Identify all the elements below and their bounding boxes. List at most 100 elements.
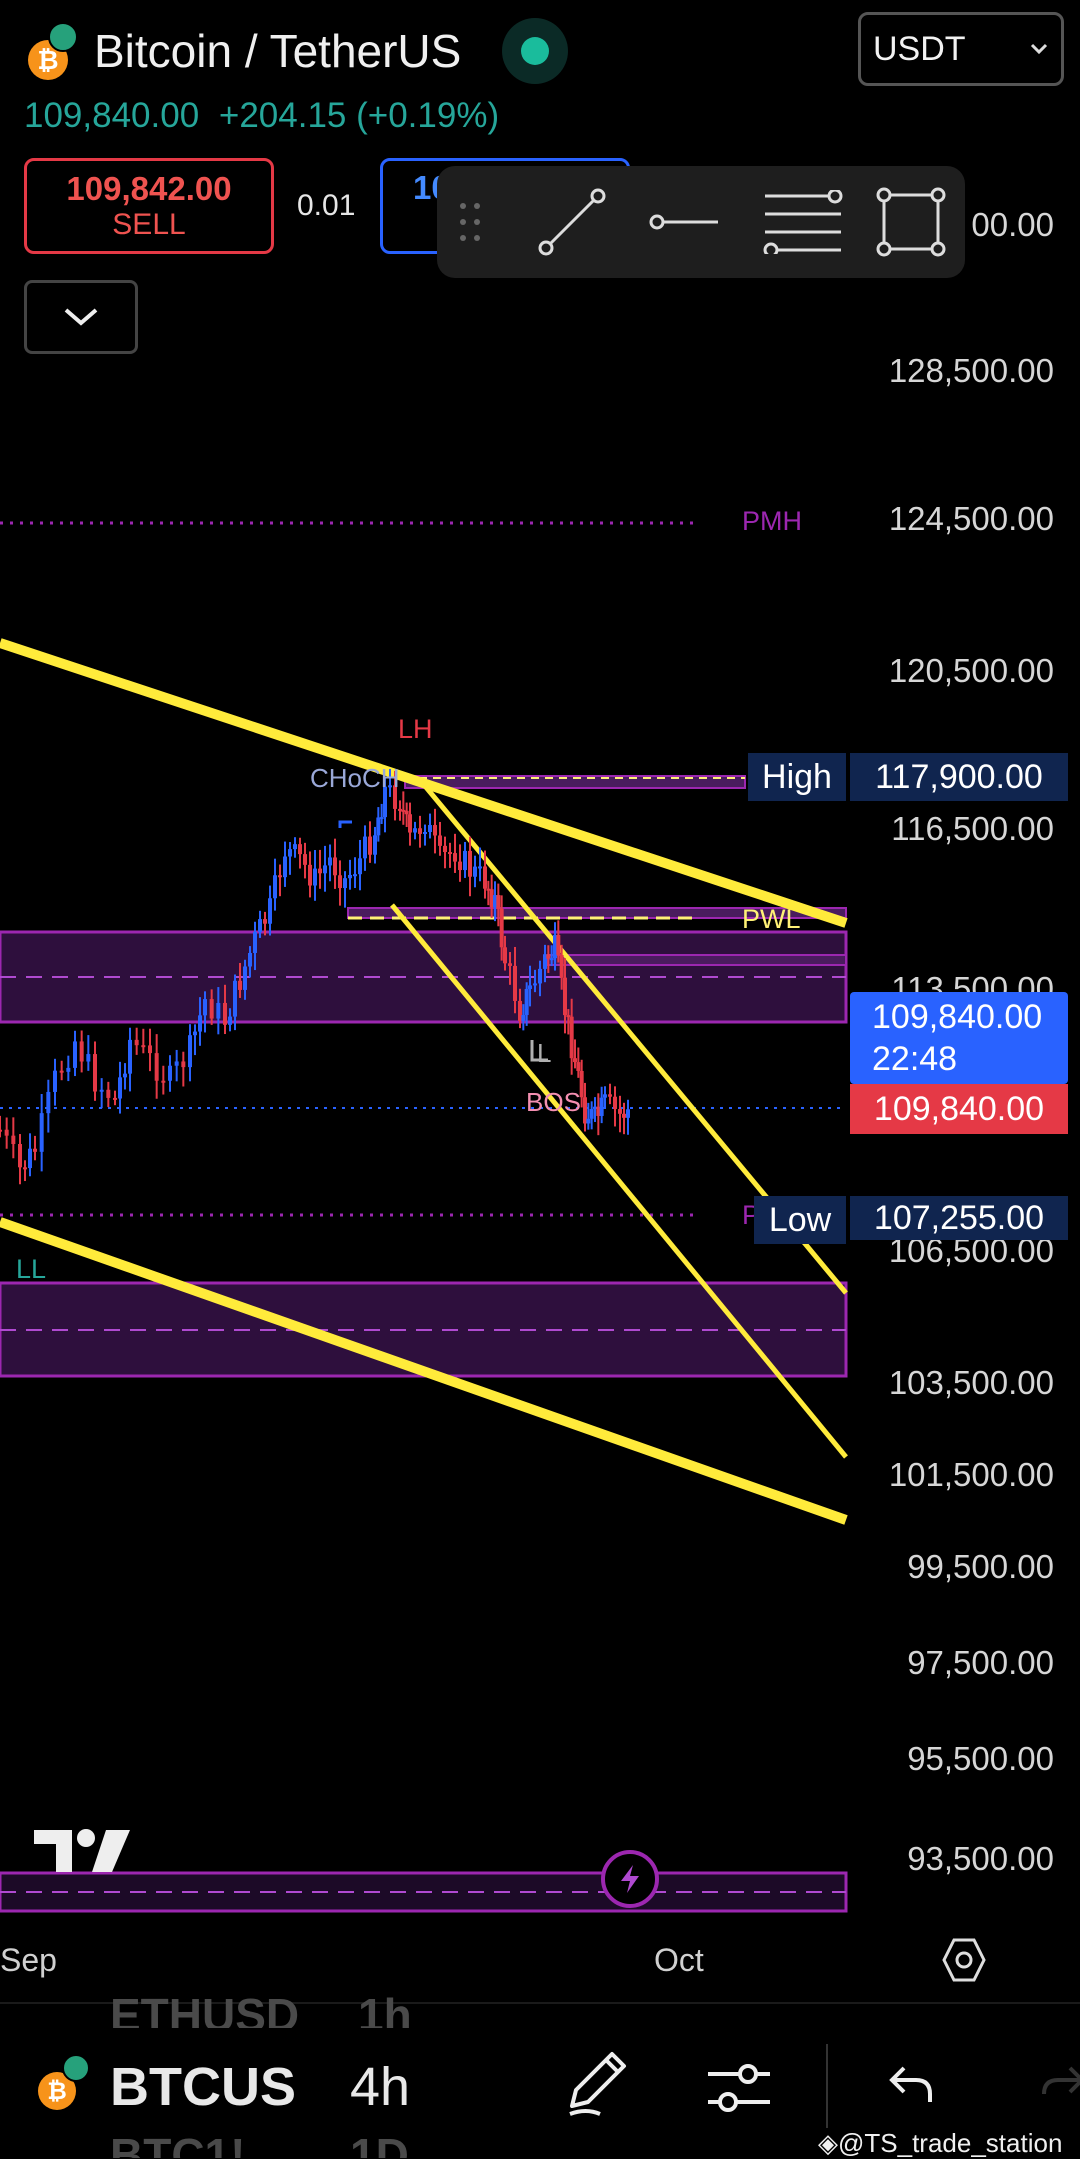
candle-body (128, 1039, 132, 1074)
candle-body (123, 1073, 127, 1078)
candle-body (73, 1041, 77, 1068)
candle-body (521, 1014, 526, 1021)
candle-body (556, 935, 561, 956)
chevron-down-icon (64, 308, 98, 326)
candle-body (308, 864, 312, 886)
candle-body (79, 1041, 84, 1062)
tether-badge-icon (62, 2054, 90, 2082)
drawing-tools-button[interactable] (566, 2048, 630, 2123)
tether-badge-icon (48, 22, 78, 52)
candle-body (293, 844, 297, 850)
next-symbol[interactable]: BTC1! (110, 2129, 246, 2158)
candle-body (268, 898, 272, 924)
low-price-tag: 107,255.00 (850, 1196, 1068, 1240)
candle-body (538, 968, 542, 984)
candle-body (209, 999, 214, 1019)
candle-body (343, 878, 347, 889)
axis-tick: 00.00 (971, 206, 1054, 243)
candle-body (478, 866, 482, 869)
candle-body (596, 1106, 601, 1116)
candle-body (106, 1089, 111, 1098)
redo-button[interactable] (1040, 2064, 1080, 2109)
candle-body (203, 999, 207, 1016)
candlestick-series (0, 768, 630, 1185)
candle-body (0, 1129, 2, 1132)
candle-body (433, 825, 437, 836)
rectangle-tool-icon[interactable] (869, 166, 953, 278)
candle-body (453, 853, 457, 862)
candle-body (358, 858, 362, 875)
candle-body (569, 1016, 574, 1059)
lightning-icon[interactable] (601, 1850, 659, 1908)
candle-body (33, 1148, 37, 1152)
candle-body (278, 875, 282, 878)
sell-button[interactable]: 109,842.00 SELL (24, 158, 274, 254)
axis-tick: 95,500.00 (907, 1740, 1054, 1777)
candle-body (233, 980, 237, 1017)
market-status-indicator[interactable] (502, 18, 568, 84)
toolbar-divider (826, 2044, 828, 2128)
candle-body (141, 1045, 146, 1048)
drag-handle-icon[interactable] (455, 166, 485, 278)
pencil-icon (569, 2052, 626, 2116)
axis-tick: 116,500.00 (891, 810, 1054, 847)
interval-selector[interactable]: 4h (350, 2057, 411, 2117)
chart-settings-icon[interactable] (940, 1936, 988, 1989)
next-interval[interactable]: 1D (350, 2129, 409, 2158)
tradingview-logo (34, 1826, 130, 1881)
candle-body (486, 888, 491, 891)
horizontal-ray-tool-icon[interactable] (639, 166, 729, 278)
current-price-value: 109,840.00 (872, 998, 1043, 1036)
price-chart[interactable] (0, 0, 1080, 2000)
candle-body (18, 1144, 22, 1168)
candle-body (513, 965, 517, 1001)
collapse-panel-button[interactable] (24, 280, 138, 354)
candle-body (493, 895, 497, 908)
candle-body (458, 861, 462, 871)
high-label-tag: High (748, 753, 846, 801)
candle-body (59, 1070, 64, 1073)
axis-tick: 120,500.00 (888, 652, 1054, 689)
axis-tick: 103,500.00 (888, 1364, 1054, 1401)
previous-symbol[interactable]: ETHUSD (110, 1989, 300, 2028)
candle-body (418, 828, 422, 834)
candle-body (216, 1002, 221, 1019)
lower-trendline[interactable] (0, 1217, 848, 1525)
candle-body (333, 857, 337, 876)
axis-tick: 124,500.00 (888, 500, 1054, 537)
candle-body (4, 1129, 9, 1136)
candle-body (563, 977, 567, 1016)
ll-label: LL (16, 1254, 47, 1284)
candle-body (99, 1089, 104, 1092)
candle-body (566, 1015, 571, 1018)
candle-body (113, 1097, 117, 1100)
axis-tick: 97,500.00 (907, 1644, 1054, 1681)
candle-body (448, 852, 452, 855)
trend-line-tool-icon[interactable] (527, 166, 617, 278)
candle-body (533, 983, 537, 986)
candle-body (626, 1109, 630, 1118)
candle-body (66, 1067, 71, 1072)
currency-select[interactable]: USDT (858, 12, 1064, 86)
symbol-selector[interactable]: BTCUSD (110, 2057, 296, 2117)
lh-label: LH (398, 714, 433, 744)
fib-retracement-tool-icon[interactable] (753, 166, 853, 278)
symbol-header[interactable]: ₿ Bitcoin / TetherUS (24, 22, 524, 82)
candle-body (423, 832, 427, 835)
candle-body (328, 857, 332, 866)
candle-body (161, 1080, 166, 1083)
candle-body (398, 808, 402, 811)
candle-body (253, 931, 257, 953)
order-quantity[interactable]: 0.01 (297, 189, 356, 222)
candle-body (608, 1094, 612, 1097)
candle-body (483, 866, 487, 889)
candle-body (376, 817, 381, 836)
candle-body (181, 1061, 186, 1068)
channel-lower-line[interactable] (390, 903, 848, 1459)
previous-interval[interactable]: 1h (358, 1989, 412, 2028)
indicators-settings-button[interactable] (706, 2060, 772, 2121)
undo-button[interactable] (888, 2064, 934, 2109)
candle-body (353, 874, 357, 877)
candle-body (318, 868, 322, 874)
low-label-tag: Low (754, 1196, 846, 1244)
